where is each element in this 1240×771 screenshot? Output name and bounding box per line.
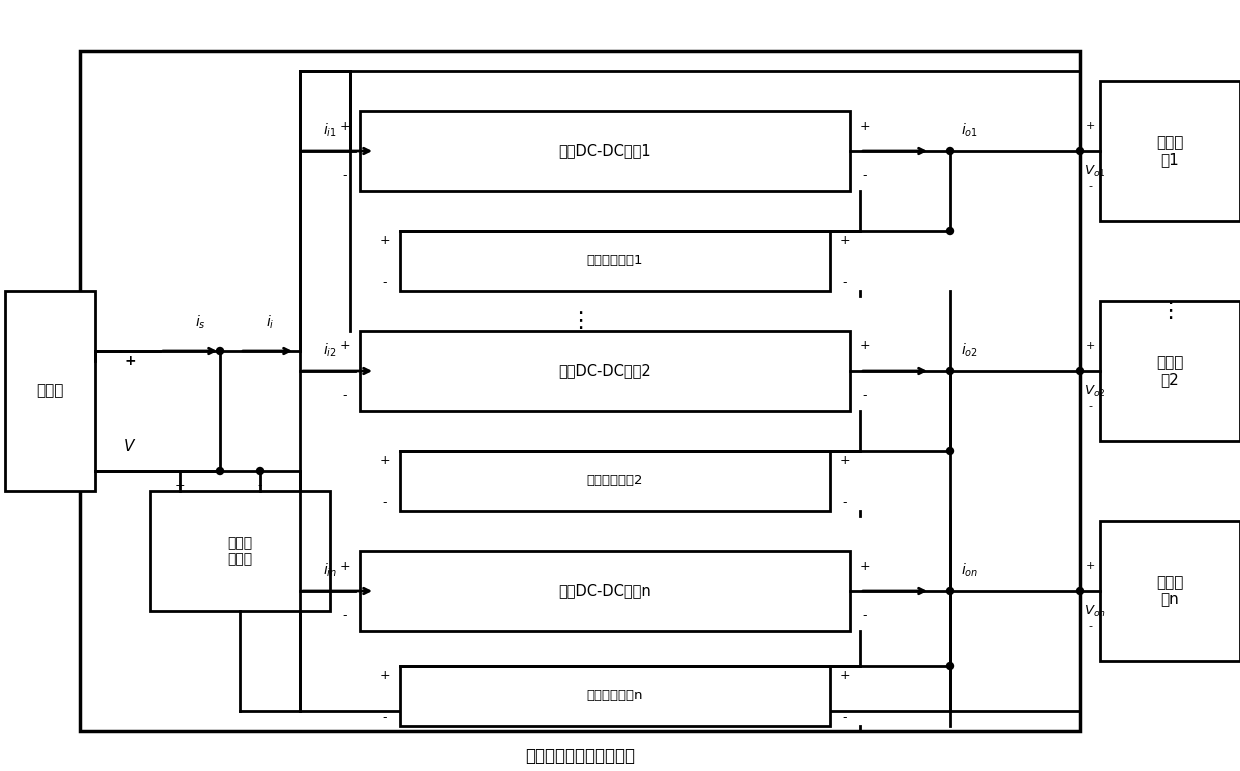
Text: +: + [859, 339, 870, 352]
Bar [360, 551, 849, 631]
Text: $V$: $V$ [123, 438, 136, 454]
Bar [1100, 301, 1240, 441]
Text: -: - [863, 610, 867, 622]
Text: 输出补偿模块1: 输出补偿模块1 [587, 254, 644, 268]
Text: 输入补
偿模块: 输入补 偿模块 [227, 536, 253, 566]
Text: +: + [1085, 341, 1095, 351]
Text: +: + [340, 120, 351, 133]
Text: 脉冲负
载2: 脉冲负 载2 [1157, 355, 1184, 387]
Bar [5, 291, 95, 491]
Text: -: - [863, 170, 867, 183]
Text: +: + [175, 480, 185, 493]
Text: +: + [1085, 121, 1095, 131]
Text: -: - [863, 389, 867, 402]
Text: $i_{on}$: $i_{on}$ [961, 561, 978, 579]
Text: +: + [1085, 561, 1095, 571]
Text: $i_i$: $i_i$ [265, 314, 274, 331]
Text: -: - [342, 170, 347, 183]
Circle shape [217, 348, 223, 355]
Circle shape [257, 467, 263, 474]
Bar [360, 331, 849, 411]
Text: $i_{i1}$: $i_{i1}$ [324, 122, 337, 139]
Circle shape [1076, 147, 1084, 154]
Circle shape [1076, 368, 1084, 375]
Circle shape [946, 588, 954, 594]
Circle shape [217, 467, 223, 474]
Text: +: + [379, 234, 391, 247]
Text: $i_s$: $i_s$ [195, 314, 206, 331]
Text: +: + [839, 234, 851, 247]
Bar [401, 666, 830, 726]
Text: 阵列式脉冲负载供电电源: 阵列式脉冲负载供电电源 [525, 747, 635, 765]
Circle shape [946, 147, 954, 154]
Text: -: - [1087, 181, 1092, 191]
Text: -: - [1087, 621, 1092, 631]
Text: ⋮: ⋮ [569, 311, 591, 331]
Text: 输出补偿模块n: 输出补偿模块n [587, 689, 644, 702]
Bar [1100, 81, 1240, 221]
Text: $V_{on}$: $V_{on}$ [1084, 604, 1106, 618]
Text: +: + [839, 454, 851, 467]
Bar [401, 451, 830, 511]
Text: +: + [839, 669, 851, 682]
Text: $i_{i2}$: $i_{i2}$ [324, 342, 337, 359]
Bar [81, 51, 1080, 731]
Text: ⋮: ⋮ [1159, 301, 1182, 321]
Text: +: + [340, 339, 351, 352]
Circle shape [946, 662, 954, 669]
Circle shape [946, 368, 954, 375]
Text: 隔离DC-DC模块1: 隔离DC-DC模块1 [559, 143, 651, 159]
Text: +: + [379, 669, 391, 682]
Text: -: - [383, 712, 387, 725]
Text: $i_{o2}$: $i_{o2}$ [961, 342, 978, 359]
Text: -: - [843, 712, 847, 725]
Text: $V_{o1}$: $V_{o1}$ [1084, 163, 1106, 179]
Bar [360, 111, 849, 191]
Text: 蓄电池: 蓄电池 [36, 383, 63, 399]
Bar [1100, 521, 1240, 661]
Bar [150, 491, 330, 611]
Text: -: - [843, 277, 847, 289]
Text: +: + [340, 560, 351, 573]
Text: +: + [859, 120, 870, 133]
Text: 脉冲负
载1: 脉冲负 载1 [1157, 135, 1184, 167]
Text: -: - [843, 497, 847, 510]
Circle shape [946, 227, 954, 234]
Text: -: - [342, 389, 347, 402]
Circle shape [946, 447, 954, 454]
Text: -: - [128, 464, 133, 478]
Text: -: - [1087, 401, 1092, 411]
Text: -: - [383, 497, 387, 510]
Text: 隔离DC-DC模块2: 隔离DC-DC模块2 [559, 363, 651, 379]
Text: 输出补偿模块2: 输出补偿模块2 [587, 474, 644, 487]
Text: +: + [859, 560, 870, 573]
Text: -: - [258, 480, 262, 493]
Text: 脉冲负
载n: 脉冲负 载n [1157, 575, 1184, 608]
Text: +: + [124, 354, 136, 368]
Text: +: + [379, 454, 391, 467]
Text: -: - [342, 610, 347, 622]
Text: $V_{o2}$: $V_{o2}$ [1084, 383, 1106, 399]
Text: -: - [383, 277, 387, 289]
Text: $i_{in}$: $i_{in}$ [322, 561, 337, 579]
Text: 隔离DC-DC模块n: 隔离DC-DC模块n [559, 584, 651, 598]
Bar [401, 231, 830, 291]
Circle shape [1076, 588, 1084, 594]
Text: $i_{o1}$: $i_{o1}$ [961, 122, 978, 139]
